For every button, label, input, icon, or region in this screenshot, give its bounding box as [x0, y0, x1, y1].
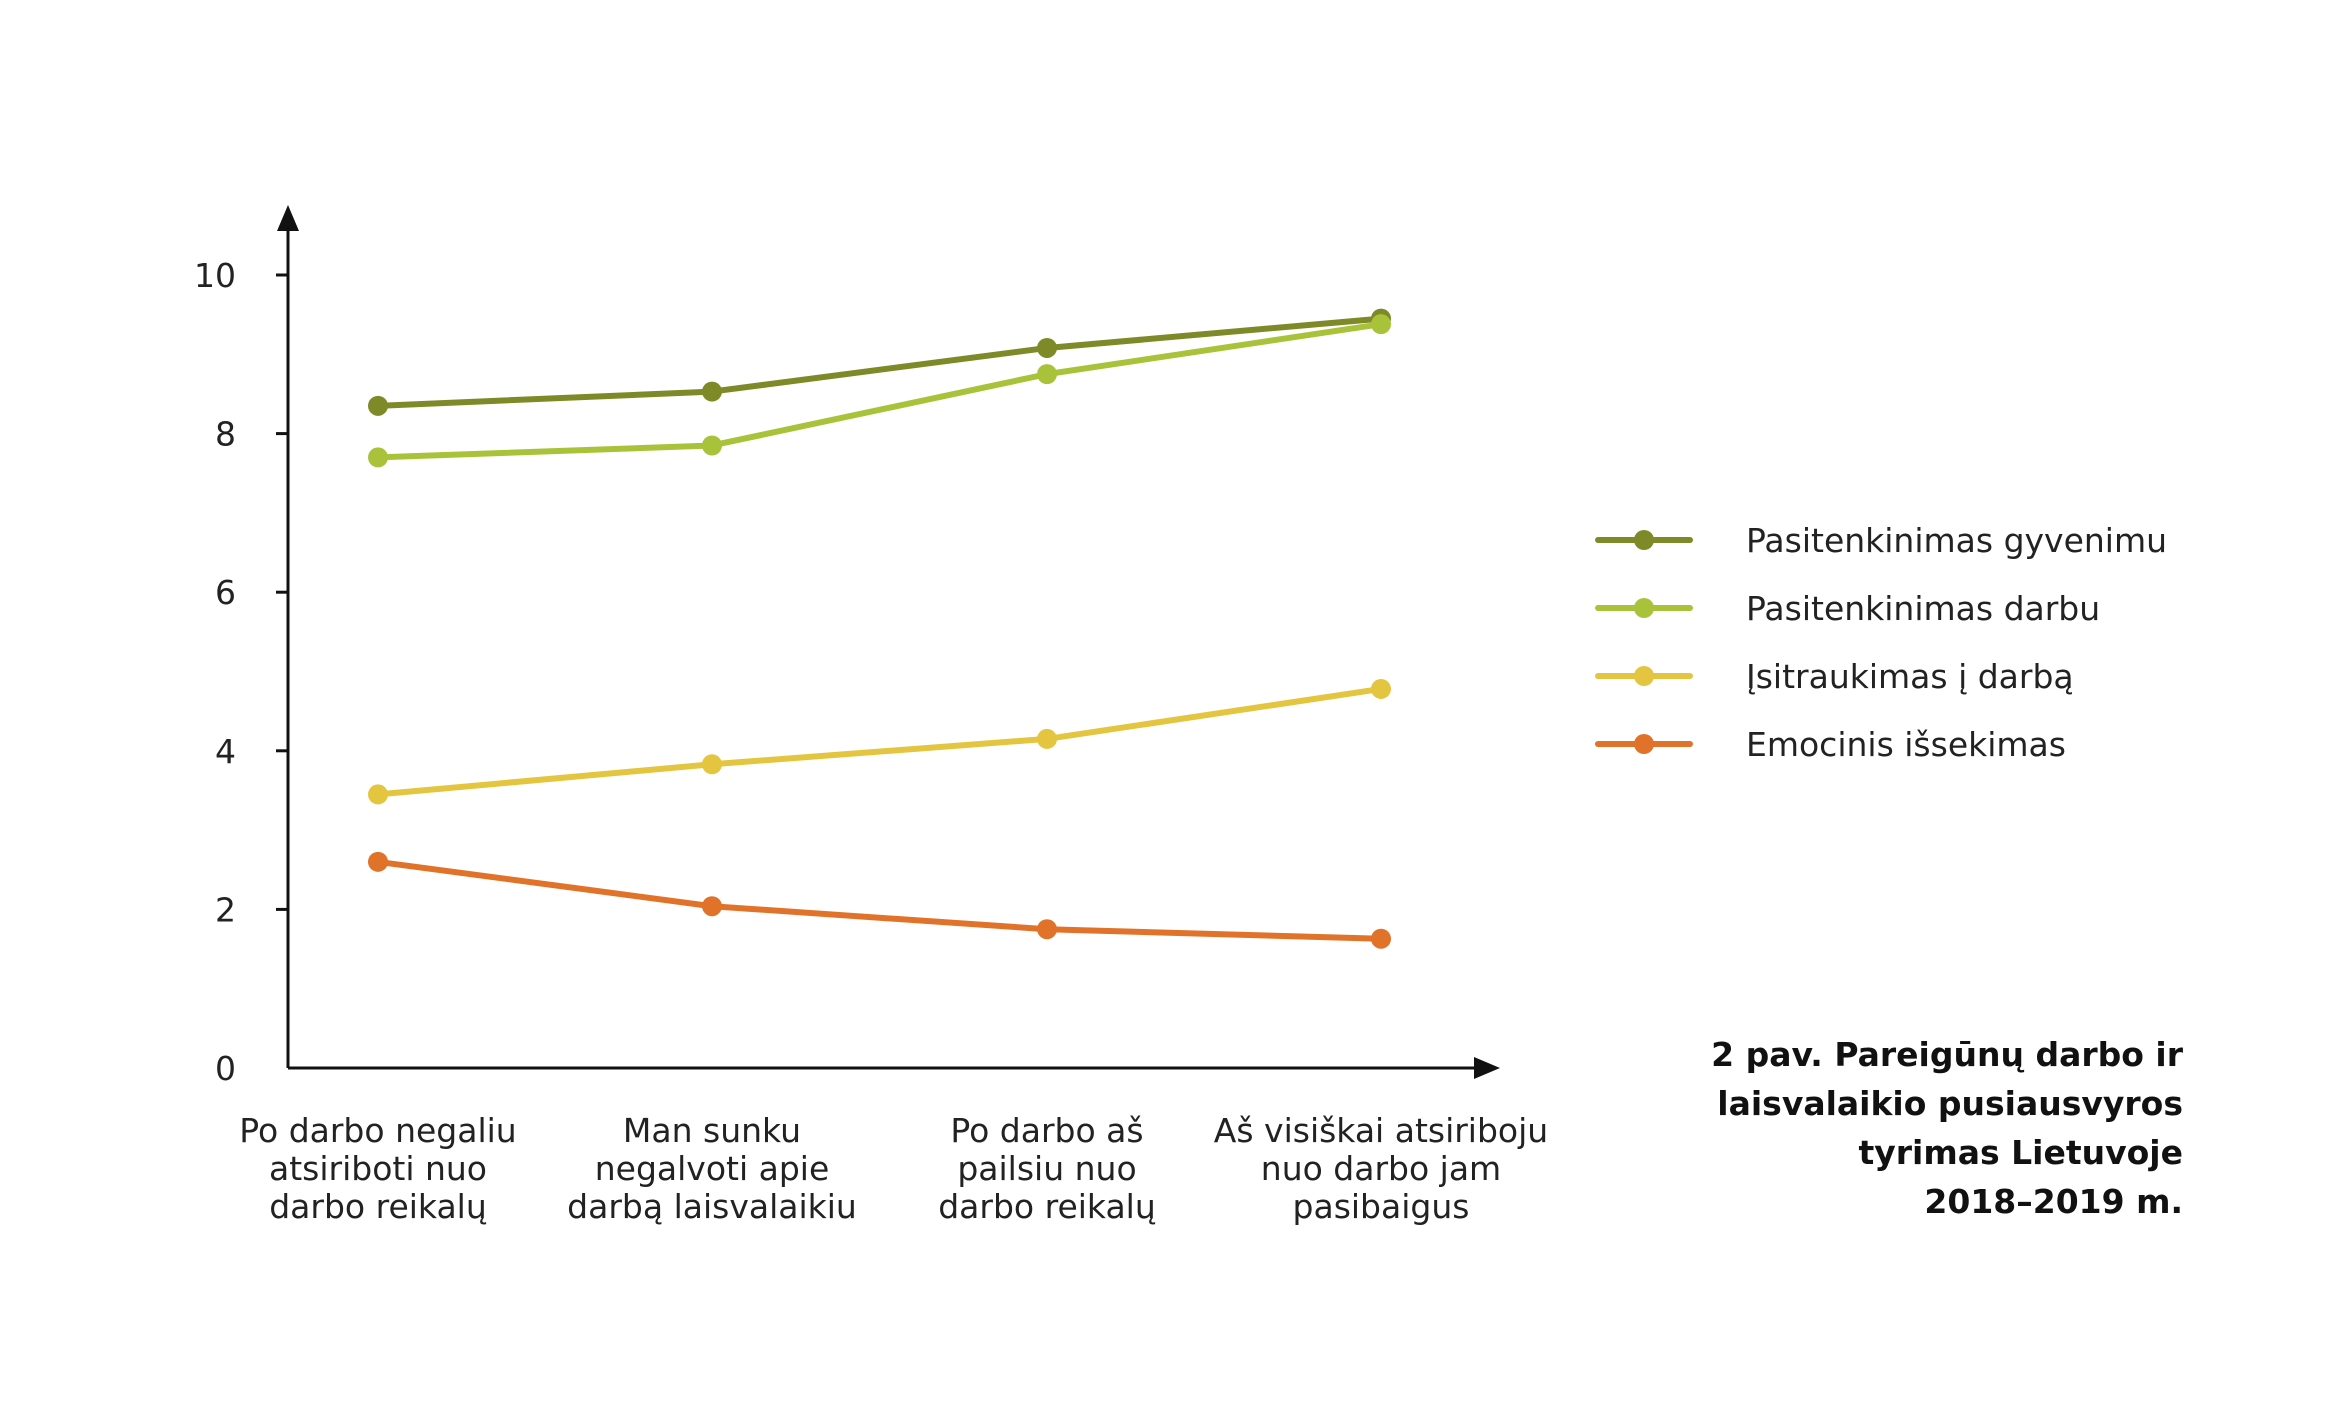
x-category-label: Man sunku negalvoti apie darbą laisvalaiki…: [567, 1111, 857, 1226]
series-line: [375, 321, 1384, 461]
series-pasitenkinimas-gyvenimu: [368, 308, 1391, 416]
data-point: [702, 896, 722, 917]
data-point: [702, 754, 722, 775]
series-layer: [368, 308, 1391, 949]
x-axis-labels: Po darbo negaliu atsiriboti nuo darbo reik…: [239, 1111, 1548, 1226]
x-axis-arrow: [1474, 1057, 1500, 1079]
legend-label: Pasitenkinimas darbu: [1746, 589, 2100, 628]
data-point: [368, 784, 388, 805]
series-line: [375, 315, 1384, 409]
legend-swatch-dot: [1634, 530, 1654, 550]
data-point: [702, 381, 722, 402]
y-axis-arrow: [277, 205, 299, 231]
caption-line: 2018–2019 m.: [1924, 1182, 2183, 1221]
series-įsitraukimas-į-darbą: [368, 678, 1391, 805]
data-point: [368, 851, 388, 872]
data-point: [1371, 928, 1391, 949]
data-point: [1037, 728, 1057, 749]
chart-axes: [277, 205, 1500, 1079]
legend-label: Emocinis išsekimas: [1746, 725, 2066, 764]
caption-line: laisvalaikio pusiausvyros: [1717, 1084, 2183, 1123]
x-category-label: Po darbo aš pailsiu nuo darbo reikalų: [938, 1111, 1156, 1226]
data-point: [1371, 314, 1391, 335]
x-category-label: Po darbo negaliu atsiriboti nuo darbo reik…: [239, 1111, 516, 1226]
y-axis-ticks: 0 2 4 6 8 10: [194, 256, 288, 1088]
data-point: [1037, 364, 1057, 385]
y-tick-label: 6: [215, 573, 236, 612]
data-point: [1037, 919, 1057, 940]
x-category-label: Aš visiškai atsiriboju nuo darbo jam pasib…: [1214, 1111, 1548, 1226]
series-line: [375, 685, 1384, 798]
series-emocinis-išsekimas: [368, 851, 1391, 949]
data-point: [1037, 337, 1057, 358]
data-point: [368, 395, 388, 416]
legend-label: Pasitenkinimas gyvenimu: [1746, 521, 2167, 560]
y-tick-label: 4: [215, 732, 236, 771]
legend-label: Įsitraukimas į darbą: [1746, 657, 2074, 696]
y-tick-label: 0: [215, 1049, 236, 1088]
caption-line: tyrimas Lietuvoje: [1858, 1133, 2183, 1172]
series-pasitenkinimas-darbu: [368, 314, 1391, 468]
legend-swatch-dot: [1634, 598, 1654, 618]
figure-caption: 2 pav. Pareigūnų darbo ir laisvalaikio p…: [1663, 1030, 2183, 1226]
legend-swatch-dot: [1634, 734, 1654, 754]
y-tick-label: 2: [215, 890, 236, 929]
data-point: [368, 447, 388, 468]
series-line: [375, 858, 1384, 942]
data-point: [702, 435, 722, 456]
y-tick-label: 8: [215, 415, 236, 454]
data-point: [1371, 678, 1391, 699]
legend-swatch-dot: [1634, 666, 1654, 686]
y-tick-label: 10: [194, 256, 236, 295]
legend: Pasitenkinimas gyvenimu Pasitenkinimas da…: [1595, 521, 2167, 764]
caption-line: 2 pav. Pareigūnų darbo ir: [1711, 1035, 2183, 1074]
